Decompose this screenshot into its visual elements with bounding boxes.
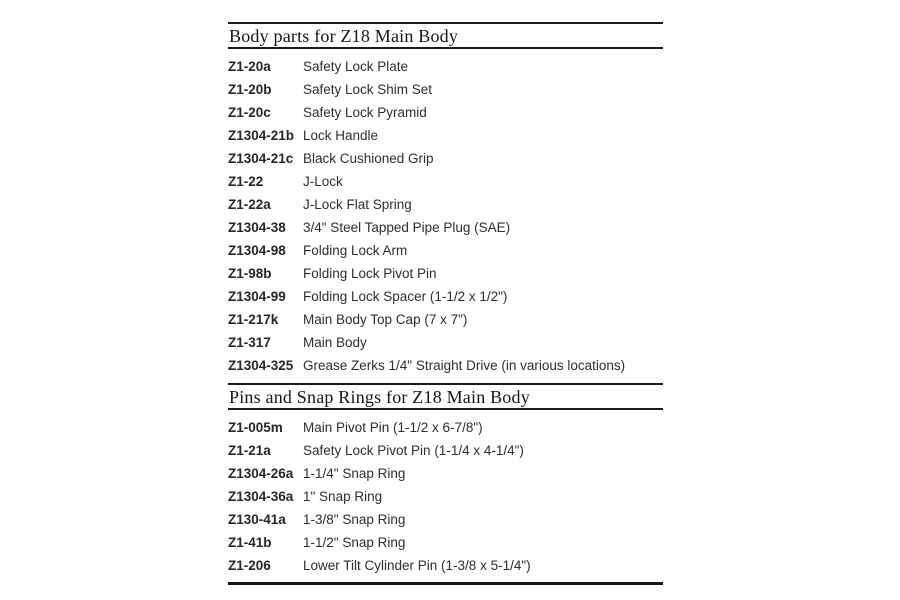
part-number: Z1-20c bbox=[228, 105, 271, 120]
part-number: Z1-217k bbox=[228, 312, 279, 327]
part-row: Z1-20a Safety Lock Plate bbox=[228, 55, 663, 78]
part-row: Z1304-99 Folding Lock Spacer (1-1/2 x 1/… bbox=[228, 285, 663, 308]
part-row: Z1-21a Safety Lock Pivot Pin (1-1/4 x 4-… bbox=[228, 439, 663, 462]
part-description: 1-1/4" Snap Ring bbox=[303, 466, 406, 481]
part-description: Black Cushioned Grip bbox=[303, 151, 434, 166]
part-number: Z1304-38 bbox=[228, 220, 286, 235]
part-number: Z1-21a bbox=[228, 443, 271, 458]
part-row: Z1-20c Safety Lock Pyramid bbox=[228, 101, 663, 124]
part-row: Z1-206 Lower Tilt Cylinder Pin (1-3/8 x … bbox=[228, 554, 663, 577]
part-number: Z1-20a bbox=[228, 59, 271, 74]
part-row: Z1304-98 Folding Lock Arm bbox=[228, 239, 663, 262]
parts-section: Pins and Snap Rings for Z18 Main Body Z1… bbox=[228, 383, 663, 577]
section-title: Pins and Snap Rings for Z18 Main Body bbox=[228, 383, 663, 410]
part-number: Z1-005m bbox=[228, 420, 283, 435]
part-row: Z1304-21c Black Cushioned Grip bbox=[228, 147, 663, 170]
bottom-rule bbox=[228, 582, 663, 585]
part-description: Lower Tilt Cylinder Pin (1-3/8 x 5-1/4") bbox=[303, 558, 531, 573]
section-title: Body parts for Z18 Main Body bbox=[228, 22, 663, 49]
part-description: Lock Handle bbox=[303, 128, 379, 143]
part-row: Z130-41a 1-3/8" Snap Ring bbox=[228, 508, 663, 531]
part-description: 1-3/8" Snap Ring bbox=[303, 512, 406, 527]
part-description: Main Body Top Cap (7 x 7") bbox=[303, 312, 468, 327]
part-number: Z1304-36a bbox=[228, 489, 294, 504]
part-description: Folding Lock Arm bbox=[303, 243, 408, 258]
part-row: Z1-217k Main Body Top Cap (7 x 7") bbox=[228, 308, 663, 331]
part-row: Z1-22 J-Lock bbox=[228, 170, 663, 193]
part-row: Z1-41b 1-1/2" Snap Ring bbox=[228, 531, 663, 554]
part-description: Grease Zerks 1/4" Straight Drive (in var… bbox=[303, 358, 626, 373]
section-rows: Z1-20a Safety Lock Plate Z1-20b Safety L… bbox=[228, 55, 663, 377]
part-description: J-Lock Flat Spring bbox=[303, 197, 412, 212]
part-row: Z1-98b Folding Lock Pivot Pin bbox=[228, 262, 663, 285]
part-number: Z1-22a bbox=[228, 197, 271, 212]
parts-section: Body parts for Z18 Main Body Z1-20a Safe… bbox=[228, 22, 663, 377]
part-number: Z1-41b bbox=[228, 535, 272, 550]
part-description: J-Lock bbox=[303, 174, 343, 189]
part-row: Z1304-325 Grease Zerks 1/4" Straight Dri… bbox=[228, 354, 663, 377]
part-description: Safety Lock Shim Set bbox=[303, 82, 433, 97]
part-number: Z1-20b bbox=[228, 82, 272, 97]
part-number: Z1-317 bbox=[228, 335, 271, 350]
section-rows: Z1-005m Main Pivot Pin (1-1/2 x 6-7/8") … bbox=[228, 416, 663, 577]
part-description: Safety Lock Pyramid bbox=[303, 105, 427, 120]
part-row: Z1-22a J-Lock Flat Spring bbox=[228, 193, 663, 216]
document-page: Body parts for Z18 Main Body Z1-20a Safe… bbox=[228, 22, 663, 585]
part-number: Z130-41a bbox=[228, 512, 286, 527]
part-number: Z1-98b bbox=[228, 266, 272, 281]
part-number: Z1304-26a bbox=[228, 466, 294, 481]
part-row: Z1304-21b Lock Handle bbox=[228, 124, 663, 147]
part-number: Z1304-99 bbox=[228, 289, 286, 304]
part-row: Z1-20b Safety Lock Shim Set bbox=[228, 78, 663, 101]
part-description: Main Pivot Pin (1-1/2 x 6-7/8") bbox=[303, 420, 483, 435]
part-number: Z1304-21c bbox=[228, 151, 294, 166]
part-row: Z1-005m Main Pivot Pin (1-1/2 x 6-7/8") bbox=[228, 416, 663, 439]
part-description: Safety Lock Plate bbox=[303, 59, 409, 74]
part-description: 1-1/2" Snap Ring bbox=[303, 535, 406, 550]
part-row: Z1304-38 3/4" Steel Tapped Pipe Plug (SA… bbox=[228, 216, 663, 239]
part-number: Z1-206 bbox=[228, 558, 271, 573]
part-description: Safety Lock Pivot Pin (1-1/4 x 4-1/4") bbox=[303, 443, 524, 458]
part-row: Z1304-26a 1-1/4" Snap Ring bbox=[228, 462, 663, 485]
part-number: Z1-22 bbox=[228, 174, 264, 189]
part-row: Z1-317 Main Body bbox=[228, 331, 663, 354]
part-number: Z1304-325 bbox=[228, 358, 294, 373]
part-row: Z1304-36a 1" Snap Ring bbox=[228, 485, 663, 508]
part-description: 3/4" Steel Tapped Pipe Plug (SAE) bbox=[303, 220, 511, 235]
part-number: Z1304-98 bbox=[228, 243, 286, 258]
part-number: Z1304-21b bbox=[228, 128, 295, 143]
part-description: 1" Snap Ring bbox=[303, 489, 383, 504]
part-description: Main Body bbox=[303, 335, 367, 350]
part-description: Folding Lock Spacer (1-1/2 x 1/2") bbox=[303, 289, 508, 304]
part-description: Folding Lock Pivot Pin bbox=[303, 266, 437, 281]
sections-container: Body parts for Z18 Main Body Z1-20a Safe… bbox=[228, 22, 663, 577]
